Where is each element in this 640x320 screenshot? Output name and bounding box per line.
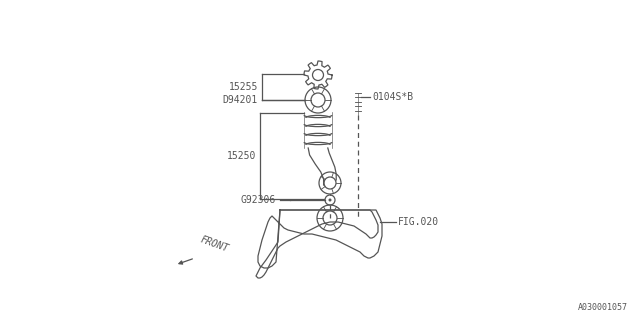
Circle shape [328, 198, 332, 202]
Text: D94201: D94201 [223, 95, 258, 105]
Text: FRONT: FRONT [199, 235, 230, 254]
Text: FIG.020: FIG.020 [398, 217, 439, 227]
Text: 0104S*B: 0104S*B [372, 92, 413, 102]
Text: 15250: 15250 [227, 151, 256, 161]
Text: 15255: 15255 [228, 82, 258, 92]
Text: A030001057: A030001057 [578, 303, 628, 312]
Text: G92306: G92306 [241, 195, 276, 205]
